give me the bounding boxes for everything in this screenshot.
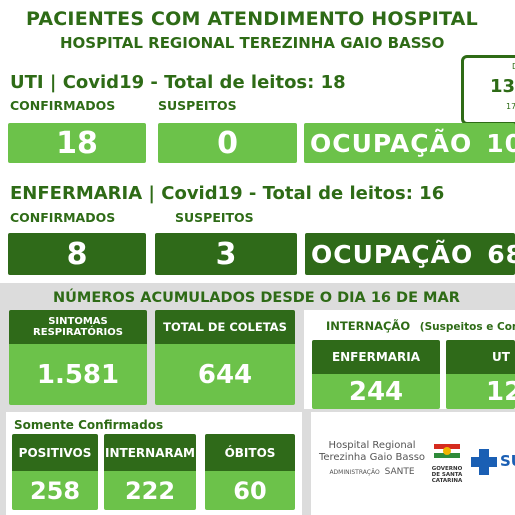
uti-title: UTI | Covid19 - Total de leitos: 18 xyxy=(10,72,346,93)
internacao-enfermaria-label: ENFERMARIA xyxy=(312,340,440,374)
obitos-card: ÓBITOS 60 xyxy=(205,434,295,510)
coletas-value: 644 xyxy=(155,344,295,405)
santa-catarina-flag-icon: GOVERNO DE SANTA CATARINA xyxy=(430,442,464,484)
obitos-label: ÓBITOS xyxy=(205,434,295,471)
sintomas-value: 1.581 xyxy=(9,344,147,405)
uti-ocupacao-value: 10 xyxy=(486,128,515,158)
enfermaria-confirmados-label: CONFIRMADOS xyxy=(10,210,116,225)
hospital-logo-admin-row: ADMINISTRAÇÃO SANTE xyxy=(318,466,426,479)
enfermaria-confirmados-value: 8 xyxy=(8,233,146,275)
somente-confirmados-label: Somente Confirmados xyxy=(14,418,164,432)
enfermaria-title: ENFERMARIA | Covid19 - Total de leitos: … xyxy=(10,183,445,204)
hospital-name: HOSPITAL REGIONAL TEREZINHA GAIO BASSO xyxy=(60,34,445,52)
sintomas-label-1: SINTOMAS xyxy=(48,316,108,327)
positivos-value: 258 xyxy=(12,471,98,510)
internacao-uti-value: 12 xyxy=(446,374,515,409)
page-title: PACIENTES COM ATENDIMENTO HOSPITAL xyxy=(26,8,478,30)
gov-line2: DE SANTA xyxy=(431,472,463,478)
gov-line3: CATARINA xyxy=(431,478,463,484)
sintomas-header: SINTOMAS RESPIRATÓRIOS xyxy=(9,310,147,344)
internacao-enfermaria-card: ENFERMARIA 244 xyxy=(312,340,440,409)
hospital-logo-line1: Hospital Regional xyxy=(328,440,416,451)
accumulated-title: NÚMEROS ACUMULADOS DESDE O DIA 16 DE MAR xyxy=(53,290,460,306)
hospital-logo: Hospital Regional Terezinha Gaio Basso A… xyxy=(318,440,426,479)
uti-ocupacao-label: OCUPAÇÃO xyxy=(310,128,473,158)
uti-confirmados-value: 18 xyxy=(8,123,146,163)
internacao-label-row: INTERNAÇÃO (Suspeitos e Con xyxy=(326,319,515,333)
sus-cross-icon xyxy=(470,448,498,476)
internaram-card: INTERNARAM 222 xyxy=(104,434,196,510)
date-box: D 13/ 17 xyxy=(461,55,515,125)
uti-confirmados-label: CONFIRMADOS xyxy=(10,98,116,113)
enfermaria-ocupacao-box: OCUPAÇÃO 68 xyxy=(305,233,515,275)
internacao-note: (Suspeitos e Con xyxy=(419,321,515,333)
hospital-logo-admin: ADMINISTRAÇÃO xyxy=(329,469,380,476)
coletas-card: TOTAL DE COLETAS 644 xyxy=(155,310,295,405)
sus-text: SU xyxy=(500,452,515,470)
internacao-label: INTERNAÇÃO xyxy=(326,319,411,333)
sintomas-card: SINTOMAS RESPIRATÓRIOS 1.581 xyxy=(9,310,147,405)
uti-suspeitos-value: 0 xyxy=(158,123,297,163)
internaram-value: 222 xyxy=(104,471,196,510)
hospital-logo-line2: Terezinha Gaio Basso xyxy=(318,452,426,463)
uti-ocupacao-box: OCUPAÇÃO 10 xyxy=(304,123,515,163)
sintomas-label-2: RESPIRATÓRIOS xyxy=(33,327,123,338)
uti-suspeitos-label: SUSPEITOS xyxy=(158,98,237,113)
enfermaria-suspeitos-label: SUSPEITOS xyxy=(175,210,254,225)
obitos-value: 60 xyxy=(205,471,295,510)
internacao-uti-card: UT 12 xyxy=(446,340,515,409)
enfermaria-suspeitos-value: 3 xyxy=(155,233,297,275)
date-top: D xyxy=(512,62,515,71)
internaram-label: INTERNARAM xyxy=(104,434,196,471)
positivos-label: POSITIVOS xyxy=(12,434,98,471)
date-main: 13/ xyxy=(490,76,515,97)
gov-text: GOVERNO DE SANTA CATARINA xyxy=(430,466,464,484)
internacao-enfermaria-value: 244 xyxy=(312,374,440,409)
enfermaria-ocupacao-label: OCUPAÇÃO xyxy=(311,239,474,269)
internacao-uti-label: UT xyxy=(446,340,515,374)
hospital-logo-sante: SANTE xyxy=(384,467,415,477)
coletas-label: TOTAL DE COLETAS xyxy=(155,310,295,344)
gov-line1: GOVERNO xyxy=(431,466,463,472)
date-bottom: 17 xyxy=(506,102,515,111)
enfermaria-ocupacao-value: 68 xyxy=(487,239,515,269)
positivos-card: POSITIVOS 258 xyxy=(12,434,98,510)
